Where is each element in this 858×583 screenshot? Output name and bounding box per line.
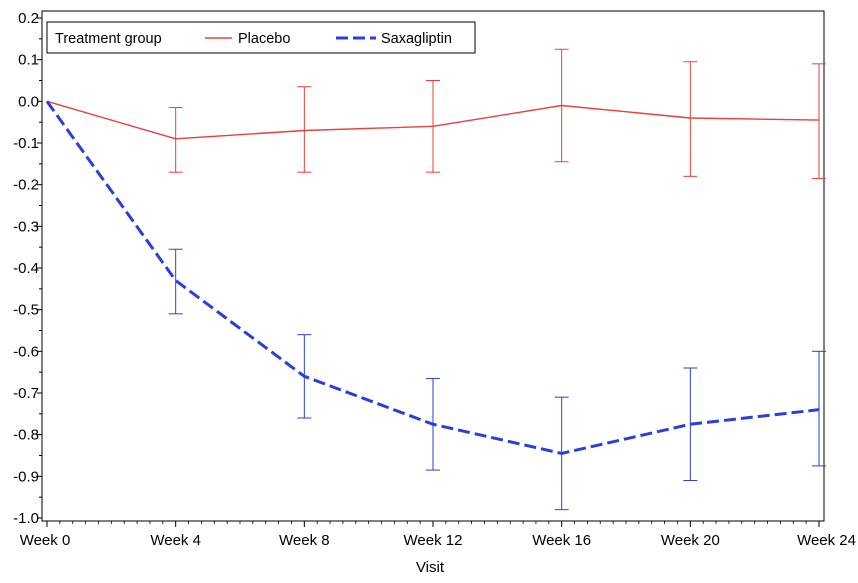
x-tick-label: Week 24 bbox=[797, 532, 856, 549]
series-saxagliptin bbox=[47, 101, 826, 509]
error-bar bbox=[297, 87, 311, 172]
x-axis: Week 0 Week 4 Week 8 Week 12 Week 16 Week 20 W… bbox=[20, 521, 856, 549]
legend-title: Treatment group bbox=[55, 31, 162, 47]
y-tick-label: 0.1 bbox=[18, 52, 39, 69]
series-placebo bbox=[47, 49, 826, 178]
x-tick-label: Week 20 bbox=[661, 532, 720, 549]
y-tick-label: -0.8 bbox=[13, 427, 39, 444]
y-tick-label: -0.1 bbox=[13, 135, 39, 152]
series-layer bbox=[47, 49, 826, 509]
x-tick-label: Week 16 bbox=[532, 532, 591, 549]
x-tick-label: Week 4 bbox=[150, 532, 201, 549]
y-tick-label: -0.5 bbox=[13, 302, 39, 319]
y-tick-label: 0.0 bbox=[18, 93, 39, 110]
y-tick-label: 0.2 bbox=[18, 10, 39, 27]
y-tick-label: -0.6 bbox=[13, 343, 39, 360]
x-tick-label: Week 8 bbox=[279, 532, 330, 549]
y-tick-label: -0.4 bbox=[13, 260, 39, 277]
x-tick-label: Week 12 bbox=[404, 532, 463, 549]
error-bar bbox=[683, 62, 697, 177]
y-axis: 0.2 0.1 0.0 -0.1 -0.2 -0.3 -0.4 -0.5 -0.6 -0.7 -0.… bbox=[13, 10, 42, 527]
y-tick-label: -0.9 bbox=[13, 468, 39, 485]
y-tick-label: -1.0 bbox=[13, 510, 39, 527]
x-tick-label: Week 0 bbox=[20, 532, 71, 549]
legend-label-placebo: Placebo bbox=[238, 31, 290, 47]
y-tick-label: -0.2 bbox=[13, 177, 39, 194]
legend: Treatment group Placebo Saxagliptin bbox=[47, 22, 475, 53]
y-tick-label: -0.7 bbox=[13, 385, 39, 402]
x-axis-title: Visit bbox=[416, 559, 445, 576]
y-tick-label: -0.3 bbox=[13, 218, 39, 235]
legend-label-saxagliptin: Saxagliptin bbox=[381, 31, 452, 47]
error-bar bbox=[169, 108, 183, 173]
